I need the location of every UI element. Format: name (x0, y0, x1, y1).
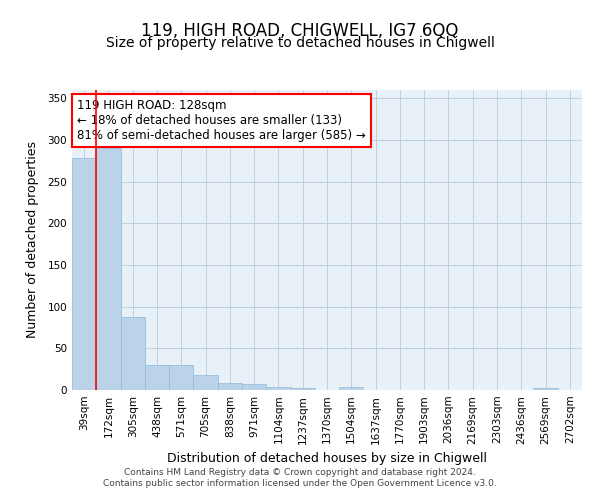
Y-axis label: Number of detached properties: Number of detached properties (26, 142, 39, 338)
Bar (218, 382, 242, 390)
Bar (266, 386, 290, 390)
Bar (72, 158, 96, 390)
Bar (290, 388, 315, 390)
Bar (533, 388, 558, 390)
Bar (121, 316, 145, 390)
X-axis label: Distribution of detached houses by size in Chigwell: Distribution of detached houses by size … (167, 452, 487, 465)
Bar (242, 384, 266, 390)
Text: Contains HM Land Registry data © Crown copyright and database right 2024.
Contai: Contains HM Land Registry data © Crown c… (103, 468, 497, 487)
Text: 119 HIGH ROAD: 128sqm
← 18% of detached houses are smaller (133)
81% of semi-det: 119 HIGH ROAD: 128sqm ← 18% of detached … (77, 99, 366, 142)
Text: Size of property relative to detached houses in Chigwell: Size of property relative to detached ho… (106, 36, 494, 50)
Bar (169, 365, 193, 390)
Bar (193, 375, 218, 390)
Bar (96, 148, 121, 390)
Bar (339, 386, 364, 390)
Text: 119, HIGH ROAD, CHIGWELL, IG7 6QQ: 119, HIGH ROAD, CHIGWELL, IG7 6QQ (142, 22, 458, 40)
Bar (145, 365, 169, 390)
